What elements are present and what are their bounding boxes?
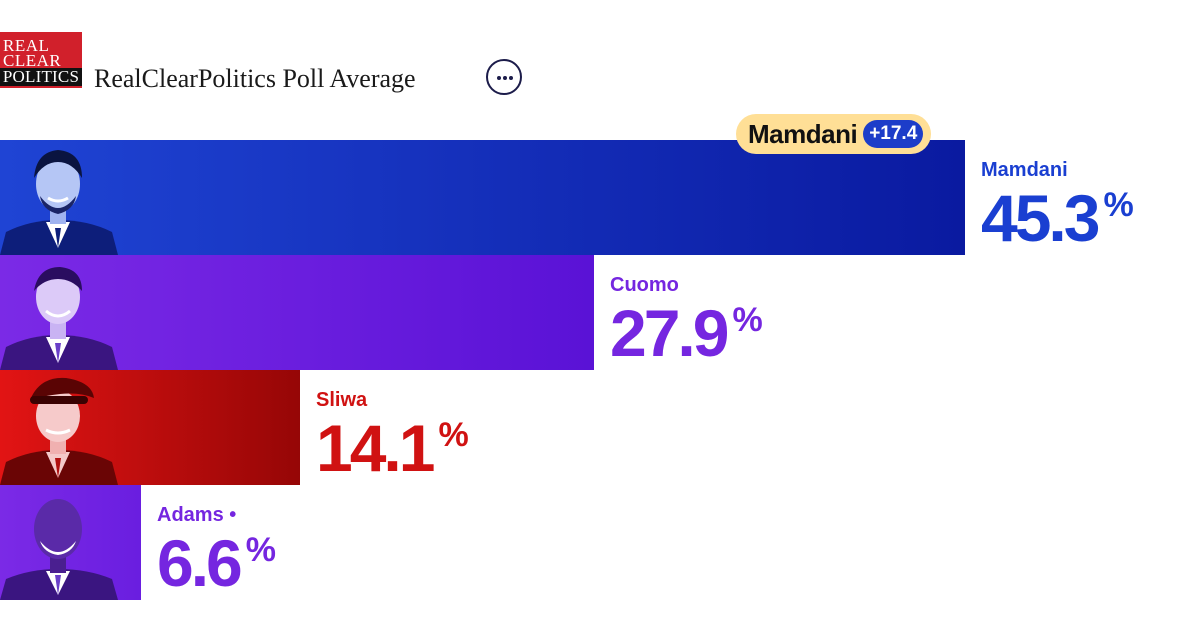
percent-sign-cuomo: %: [732, 301, 763, 339]
ellipsis-icon: [497, 76, 501, 80]
rcp-logo: REAL CLEAR POLITICS: [0, 32, 82, 88]
chart-title: RealClearPolitics Poll Average: [94, 64, 416, 93]
logo-line-1: REAL: [3, 36, 50, 55]
logo-line-2: CLEAR: [3, 51, 62, 70]
percent-sign-mamdani: %: [1103, 186, 1134, 224]
avatar-mamdani: [0, 150, 118, 255]
leader-badge: Mamdani +17.4: [736, 114, 932, 154]
avatar-cuomo: [0, 267, 118, 370]
chart-header: REAL CLEAR POLITICS RealClearPolitics Po…: [0, 32, 600, 95]
percent-sign-adams: %: [245, 531, 276, 569]
bar-label-mamdani: Mamdani: [981, 159, 1068, 181]
bar-value-adams: 6.6: [157, 526, 243, 600]
more-options-button[interactable]: [486, 59, 522, 95]
bar-value-cuomo: 27.9: [610, 296, 729, 370]
leader-name: Mamdani: [748, 118, 858, 149]
bar-cuomo: [0, 255, 594, 370]
avatar-sliwa: [0, 377, 118, 485]
bar-value-sliwa: 14.1: [316, 411, 435, 485]
bar-label-sliwa: Sliwa: [316, 389, 368, 411]
bar-value-mamdani: 45.3: [981, 181, 1100, 255]
bar-sliwa: [0, 370, 300, 485]
bar-label-adams: Adams •: [157, 504, 237, 526]
logo-line-3: POLITICS: [0, 68, 82, 86]
bar-mamdani: [0, 140, 965, 255]
avatar-adams: [0, 499, 118, 600]
percent-sign-sliwa: %: [438, 416, 469, 454]
leader-margin: +17.4: [863, 120, 924, 148]
bar-adams: [0, 485, 141, 600]
bar-label-cuomo: Cuomo: [610, 274, 679, 296]
